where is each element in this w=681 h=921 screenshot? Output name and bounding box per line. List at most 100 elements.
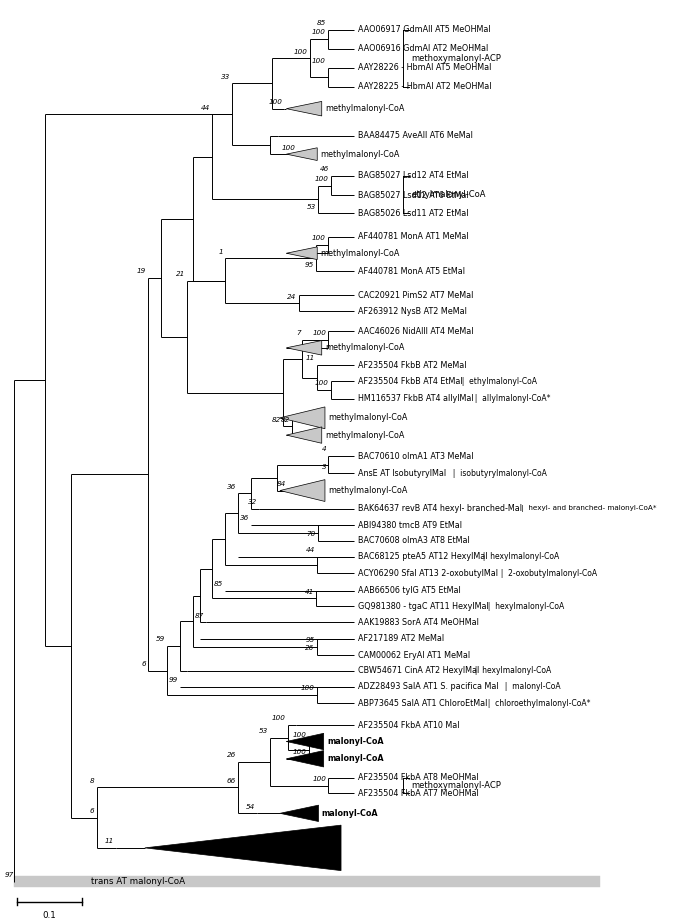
Text: |  malonyl-CoA: | malonyl-CoA bbox=[500, 682, 560, 692]
Text: AAB66506 tyIG AT5 EtMal: AAB66506 tyIG AT5 EtMal bbox=[358, 586, 460, 595]
Text: methylmalonyl-CoA: methylmalonyl-CoA bbox=[328, 486, 407, 495]
Text: |  ethylmalonyl-CoA: | ethylmalonyl-CoA bbox=[457, 377, 537, 386]
Text: 24: 24 bbox=[287, 294, 297, 299]
Text: AF235504 FkbA AT7 MeOHMal: AF235504 FkbA AT7 MeOHMal bbox=[358, 788, 479, 798]
Text: |  isobutyrylmalonyl-CoA: | isobutyrylmalonyl-CoA bbox=[448, 469, 547, 478]
Text: |  chloroethylmalonyl-CoA*: | chloroethylmalonyl-CoA* bbox=[483, 699, 590, 708]
Text: BAG85027 Lsd12 AT4 EtMal: BAG85027 Lsd12 AT4 EtMal bbox=[358, 171, 469, 181]
Text: 6: 6 bbox=[90, 808, 95, 814]
Text: trans AT malonyl-CoA: trans AT malonyl-CoA bbox=[91, 877, 185, 886]
Text: ABI94380 tmcB AT9 EtMal: ABI94380 tmcB AT9 EtMal bbox=[358, 520, 462, 530]
Text: malonyl-CoA: malonyl-CoA bbox=[327, 737, 383, 746]
Text: ACY06290 SfaI AT13 2-oxobutylMal: ACY06290 SfaI AT13 2-oxobutylMal bbox=[358, 569, 498, 577]
Polygon shape bbox=[280, 805, 319, 822]
Text: methylmalonyl-CoA: methylmalonyl-CoA bbox=[321, 149, 400, 158]
Text: AAK19883 SorA AT4 MeOHMal: AAK19883 SorA AT4 MeOHMal bbox=[358, 618, 479, 627]
Text: 11: 11 bbox=[305, 356, 315, 361]
Text: CBW54671 CinA AT2 HexylMal: CBW54671 CinA AT2 HexylMal bbox=[358, 666, 479, 675]
Text: HM116537 FkbB AT4 allylMal: HM116537 FkbB AT4 allylMal bbox=[358, 394, 473, 403]
Text: AF235504 FkbB AT4 EtMal: AF235504 FkbB AT4 EtMal bbox=[358, 377, 462, 386]
Text: 85: 85 bbox=[317, 20, 326, 26]
Text: CAC20921 PimS2 AT7 MeMal: CAC20921 PimS2 AT7 MeMal bbox=[358, 290, 473, 299]
Text: 11: 11 bbox=[105, 838, 114, 845]
Polygon shape bbox=[145, 825, 341, 870]
Text: |  hexylmalonyl-CoA: | hexylmalonyl-CoA bbox=[479, 553, 560, 562]
Text: 82: 82 bbox=[272, 417, 281, 423]
Text: 85: 85 bbox=[214, 581, 223, 587]
Text: 26: 26 bbox=[305, 646, 315, 651]
Text: 100: 100 bbox=[312, 236, 326, 241]
Text: 100: 100 bbox=[293, 749, 307, 755]
Text: 100: 100 bbox=[293, 732, 307, 738]
Polygon shape bbox=[286, 147, 317, 160]
Text: 4: 4 bbox=[321, 447, 326, 452]
Text: AAO06917 GdmAII AT5 MeOHMal: AAO06917 GdmAII AT5 MeOHMal bbox=[358, 25, 490, 34]
Text: 19: 19 bbox=[137, 268, 146, 274]
Text: AnsE AT IsobutyrylMal: AnsE AT IsobutyrylMal bbox=[358, 469, 446, 478]
Text: 84: 84 bbox=[276, 481, 286, 487]
Text: AF235504 FkbB AT2 MeMal: AF235504 FkbB AT2 MeMal bbox=[358, 361, 466, 369]
Text: 66: 66 bbox=[227, 778, 236, 784]
Text: 97: 97 bbox=[4, 872, 14, 878]
Text: 53: 53 bbox=[306, 204, 316, 210]
Text: 26: 26 bbox=[227, 752, 236, 758]
Text: AF440781 MonA AT5 EtMal: AF440781 MonA AT5 EtMal bbox=[358, 267, 464, 276]
Text: 100: 100 bbox=[315, 176, 329, 181]
Text: methoxymalonyl-ACP: methoxymalonyl-ACP bbox=[411, 53, 501, 63]
Text: |  hexylmalonyl-CoA: | hexylmalonyl-CoA bbox=[483, 601, 564, 611]
Text: 100: 100 bbox=[313, 776, 326, 782]
Text: 100: 100 bbox=[294, 49, 308, 54]
Text: methylmalonyl-CoA: methylmalonyl-CoA bbox=[328, 414, 407, 423]
Text: BAG85027 Lsd12 AT6 EtMal: BAG85027 Lsd12 AT6 EtMal bbox=[358, 191, 469, 200]
Text: methylmalonyl-CoA: methylmalonyl-CoA bbox=[325, 104, 405, 113]
Text: 6: 6 bbox=[142, 661, 146, 667]
Text: 33: 33 bbox=[221, 74, 229, 80]
Text: methylmalonyl-CoA: methylmalonyl-CoA bbox=[325, 344, 405, 353]
Text: methoxymalonyl-ACP: methoxymalonyl-ACP bbox=[411, 781, 501, 790]
Text: 32: 32 bbox=[247, 499, 257, 505]
Text: AF263912 NysB AT2 MeMal: AF263912 NysB AT2 MeMal bbox=[358, 307, 466, 316]
Text: GQ981380 - tgaC AT11 HexylMal: GQ981380 - tgaC AT11 HexylMal bbox=[358, 601, 488, 611]
Polygon shape bbox=[286, 427, 321, 443]
Text: CAM00062 EryAI AT1 MeMal: CAM00062 EryAI AT1 MeMal bbox=[358, 650, 470, 659]
Text: 8: 8 bbox=[90, 778, 95, 784]
Text: 36: 36 bbox=[240, 516, 249, 521]
Text: 3: 3 bbox=[321, 463, 326, 470]
Text: 46: 46 bbox=[319, 167, 329, 172]
Polygon shape bbox=[280, 407, 325, 428]
Text: 100: 100 bbox=[312, 58, 326, 64]
Text: AF235504 FkbA AT10 Mal: AF235504 FkbA AT10 Mal bbox=[358, 720, 459, 729]
Text: AF217189 AT2 MeMal: AF217189 AT2 MeMal bbox=[358, 635, 444, 643]
Text: BAC70610 olmA1 AT3 MeMal: BAC70610 olmA1 AT3 MeMal bbox=[358, 451, 473, 460]
Text: BAA84475 AveAII AT6 MeMal: BAA84475 AveAII AT6 MeMal bbox=[358, 132, 473, 141]
Text: 99: 99 bbox=[169, 677, 178, 683]
Text: BAK64637 revB AT4 hexyl- branched-Mal: BAK64637 revB AT4 hexyl- branched-Mal bbox=[358, 504, 522, 513]
Text: AF235504 FkbA AT8 MeOHMal: AF235504 FkbA AT8 MeOHMal bbox=[358, 774, 478, 782]
Polygon shape bbox=[286, 733, 323, 750]
Text: |  hexyl- and branched- malonyl-CoA*: | hexyl- and branched- malonyl-CoA* bbox=[518, 506, 656, 512]
Text: 7: 7 bbox=[296, 330, 300, 336]
Text: 87: 87 bbox=[195, 612, 204, 619]
Text: 44: 44 bbox=[305, 547, 315, 554]
Text: 70: 70 bbox=[306, 530, 316, 537]
Text: 100: 100 bbox=[301, 685, 315, 692]
Polygon shape bbox=[286, 341, 321, 356]
Text: 1: 1 bbox=[219, 249, 223, 254]
Text: BAG85026 Lsd11 AT2 EtMal: BAG85026 Lsd11 AT2 EtMal bbox=[358, 209, 469, 217]
Text: 44: 44 bbox=[201, 105, 210, 111]
Polygon shape bbox=[286, 247, 317, 260]
Text: malonyl-CoA: malonyl-CoA bbox=[321, 809, 379, 818]
Text: methylmalonyl-CoA: methylmalonyl-CoA bbox=[325, 431, 405, 439]
Text: |  allylmalonyl-CoA*: | allylmalonyl-CoA* bbox=[470, 394, 550, 403]
Text: 100: 100 bbox=[281, 145, 296, 150]
Text: malonyl-CoA: malonyl-CoA bbox=[216, 844, 283, 852]
Polygon shape bbox=[286, 101, 321, 116]
Text: 36: 36 bbox=[227, 484, 236, 490]
Text: 82: 82 bbox=[281, 417, 289, 423]
Polygon shape bbox=[286, 751, 323, 767]
Text: AAY28225 - HbmAI AT2 MeOHMal: AAY28225 - HbmAI AT2 MeOHMal bbox=[358, 82, 491, 91]
Text: 100: 100 bbox=[315, 380, 329, 387]
Text: 95: 95 bbox=[305, 262, 314, 268]
Text: 54: 54 bbox=[247, 804, 255, 810]
Text: ABP73645 SalA AT1 ChloroEtMal: ABP73645 SalA AT1 ChloroEtMal bbox=[358, 699, 487, 708]
